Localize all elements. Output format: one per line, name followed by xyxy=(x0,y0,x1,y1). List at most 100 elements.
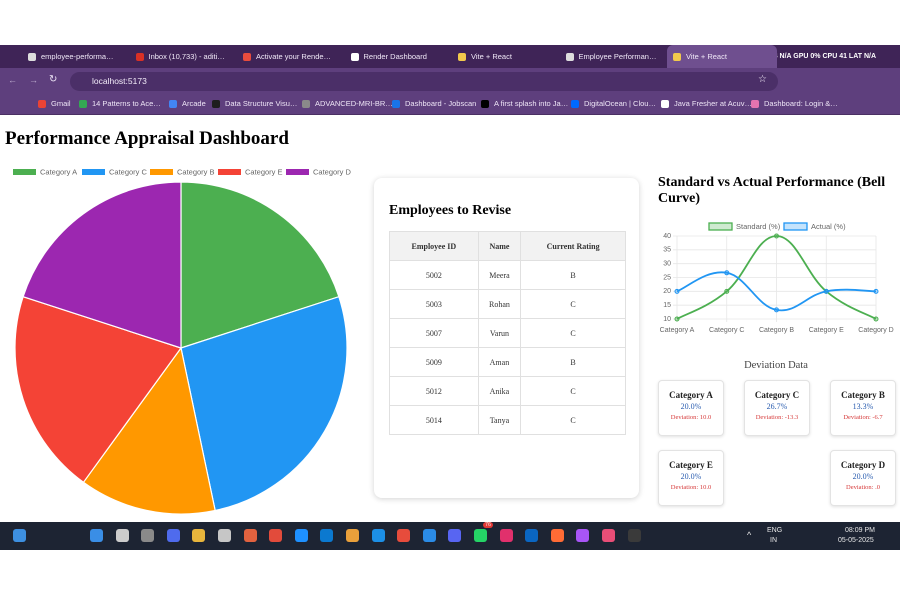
taskbar-icon[interactable] xyxy=(525,529,539,542)
taskbar-icon[interactable] xyxy=(371,529,385,542)
pie-slice xyxy=(82,346,216,515)
taskbar-icon[interactable] xyxy=(499,529,513,542)
table-body: 5002 Meera B 5003 Rohan C 5007 Varun C 5009 Aman B 5… xyxy=(389,260,626,435)
tab-title: employee-performa… xyxy=(41,52,114,61)
taskbar-icon[interactable] xyxy=(115,529,129,542)
bookmark[interactable]: Dashboard: Login &… xyxy=(751,98,838,109)
browser-tab[interactable]: employee-performa… xyxy=(22,45,132,68)
taskbar: ^ ENG IN 08:09 PM 05-05-2025 76 xyxy=(0,522,900,550)
x-tick-label: Category D xyxy=(858,327,893,334)
taskbar-icon[interactable] xyxy=(422,529,436,542)
card-category: Category B xyxy=(841,390,885,400)
bookmark-icon xyxy=(38,100,46,109)
data-point xyxy=(774,307,779,313)
bookmark[interactable]: ADVANCED-MRI-BR… xyxy=(302,98,393,109)
taskbar-icon[interactable] xyxy=(269,529,283,542)
browser-tab[interactable]: Vite + React xyxy=(667,45,777,68)
bookmark[interactable]: A first splash into Ja… xyxy=(481,98,568,109)
address-text: localhost:5173 xyxy=(92,76,147,86)
taskbar-icon[interactable] xyxy=(243,529,257,542)
legend-swatch xyxy=(218,169,241,175)
legend-label: Category A xyxy=(40,167,77,176)
taskbar-icon[interactable] xyxy=(320,529,334,542)
taskbar-icon[interactable] xyxy=(192,529,206,542)
clock-time: 08:09 PM xyxy=(845,527,875,534)
back-button[interactable]: ← xyxy=(8,75,17,85)
bookmark[interactable]: 14 Patterns to Ace… xyxy=(79,98,161,109)
taskbar-icon[interactable] xyxy=(141,529,155,542)
x-tick-label: Category A xyxy=(660,327,695,334)
taskbar-icon[interactable] xyxy=(218,529,231,542)
y-tick-label: 35 xyxy=(663,247,671,254)
bookmark-label: Java Fresher at Acuv… xyxy=(674,99,752,108)
bookmark-icon xyxy=(79,100,87,109)
y-tick-label: 25 xyxy=(663,274,671,281)
bookmark-label: Dashboard: Login &… xyxy=(764,99,838,108)
browser-tab[interactable]: Render Dashboard xyxy=(345,45,455,68)
data-point xyxy=(724,270,730,276)
page-title: Performance Appraisal Dashboard xyxy=(5,128,289,149)
browser-tab[interactable]: Employee Performan… xyxy=(560,45,670,68)
legend-swatch xyxy=(13,169,36,175)
bookmark-star[interactable]: ☆ xyxy=(758,74,767,85)
tab-icon xyxy=(243,53,251,62)
bookmark-icon xyxy=(302,100,310,109)
taskbar-icon[interactable] xyxy=(602,529,615,542)
address-bar[interactable]: localhost:5173 ☆ xyxy=(70,72,778,91)
card-category: Category D xyxy=(840,460,886,470)
table-row: 5012 Anika C xyxy=(389,376,626,406)
bookmark-icon xyxy=(169,100,177,109)
tab-icon xyxy=(673,53,681,62)
bookmark-label: Arcade xyxy=(182,99,206,108)
taskbar-icon[interactable] xyxy=(397,529,411,542)
bookmark-label: ADVANCED-MRI-BR… xyxy=(315,99,393,108)
forward-button[interactable]: → xyxy=(29,75,38,85)
bookmark[interactable]: Gmail xyxy=(38,98,71,109)
browser-tab[interactable]: Vite + React xyxy=(452,45,562,68)
bookmark[interactable]: DigitalOcean | Clou… xyxy=(571,98,656,109)
line-chart-title: Standard vs Actual Performance (Bell Cur… xyxy=(658,175,886,206)
card-actual: 26.7% xyxy=(766,402,788,411)
table-row: 5002 Meera B xyxy=(389,260,626,290)
bookmark-icon xyxy=(212,100,220,109)
data-point xyxy=(774,233,779,239)
language: ENG xyxy=(767,527,783,534)
card-actual: 20.0% xyxy=(680,472,702,481)
bookmark[interactable]: Java Fresher at Acuv… xyxy=(661,98,752,109)
bookmark-label: A first splash into Ja… xyxy=(494,99,569,108)
browser-tab[interactable]: Inbox (10,733) - aditi… xyxy=(130,45,240,68)
pie-slice xyxy=(180,295,348,512)
taskbar-icon[interactable] xyxy=(90,529,103,542)
bookmark[interactable]: Arcade xyxy=(169,98,206,109)
taskbar-icon[interactable] xyxy=(550,529,564,542)
table-cell: B xyxy=(520,260,626,290)
taskbar-icon[interactable] xyxy=(474,529,487,542)
legend-swatch xyxy=(783,222,808,231)
bookmark-icon xyxy=(751,100,759,109)
bookmark[interactable]: Dashboard - Jobscan xyxy=(392,98,476,109)
series-line xyxy=(676,271,877,312)
taskbar-icon[interactable] xyxy=(576,529,590,542)
column-header: Employee ID xyxy=(389,231,479,261)
table-cell: 5009 xyxy=(389,347,479,377)
table-row: 5007 Varun C xyxy=(389,318,626,348)
table-cell: C xyxy=(520,318,626,348)
taskbar-icon[interactable] xyxy=(627,529,641,542)
data-point xyxy=(674,288,680,294)
reload-button[interactable]: ↻ xyxy=(49,74,58,85)
deviation-card: Category D 20.0% Deviation: .0 xyxy=(830,450,896,506)
taskbar-icon[interactable] xyxy=(346,529,359,542)
taskbar-icon[interactable] xyxy=(294,529,308,542)
tab-title: Activate your Rende… xyxy=(256,52,332,61)
taskbar-icon[interactable] xyxy=(166,529,180,542)
browser-tab[interactable]: Activate your Rende… xyxy=(237,45,347,68)
card-actual: 13.3% xyxy=(852,402,874,411)
table-cell: Aman xyxy=(477,347,522,377)
bookmark-icon xyxy=(481,100,489,109)
tray-arrow[interactable]: ^ xyxy=(747,530,752,540)
bookmark[interactable]: Data Structure Visu… xyxy=(212,98,297,109)
taskbar-icon[interactable] xyxy=(448,529,462,542)
